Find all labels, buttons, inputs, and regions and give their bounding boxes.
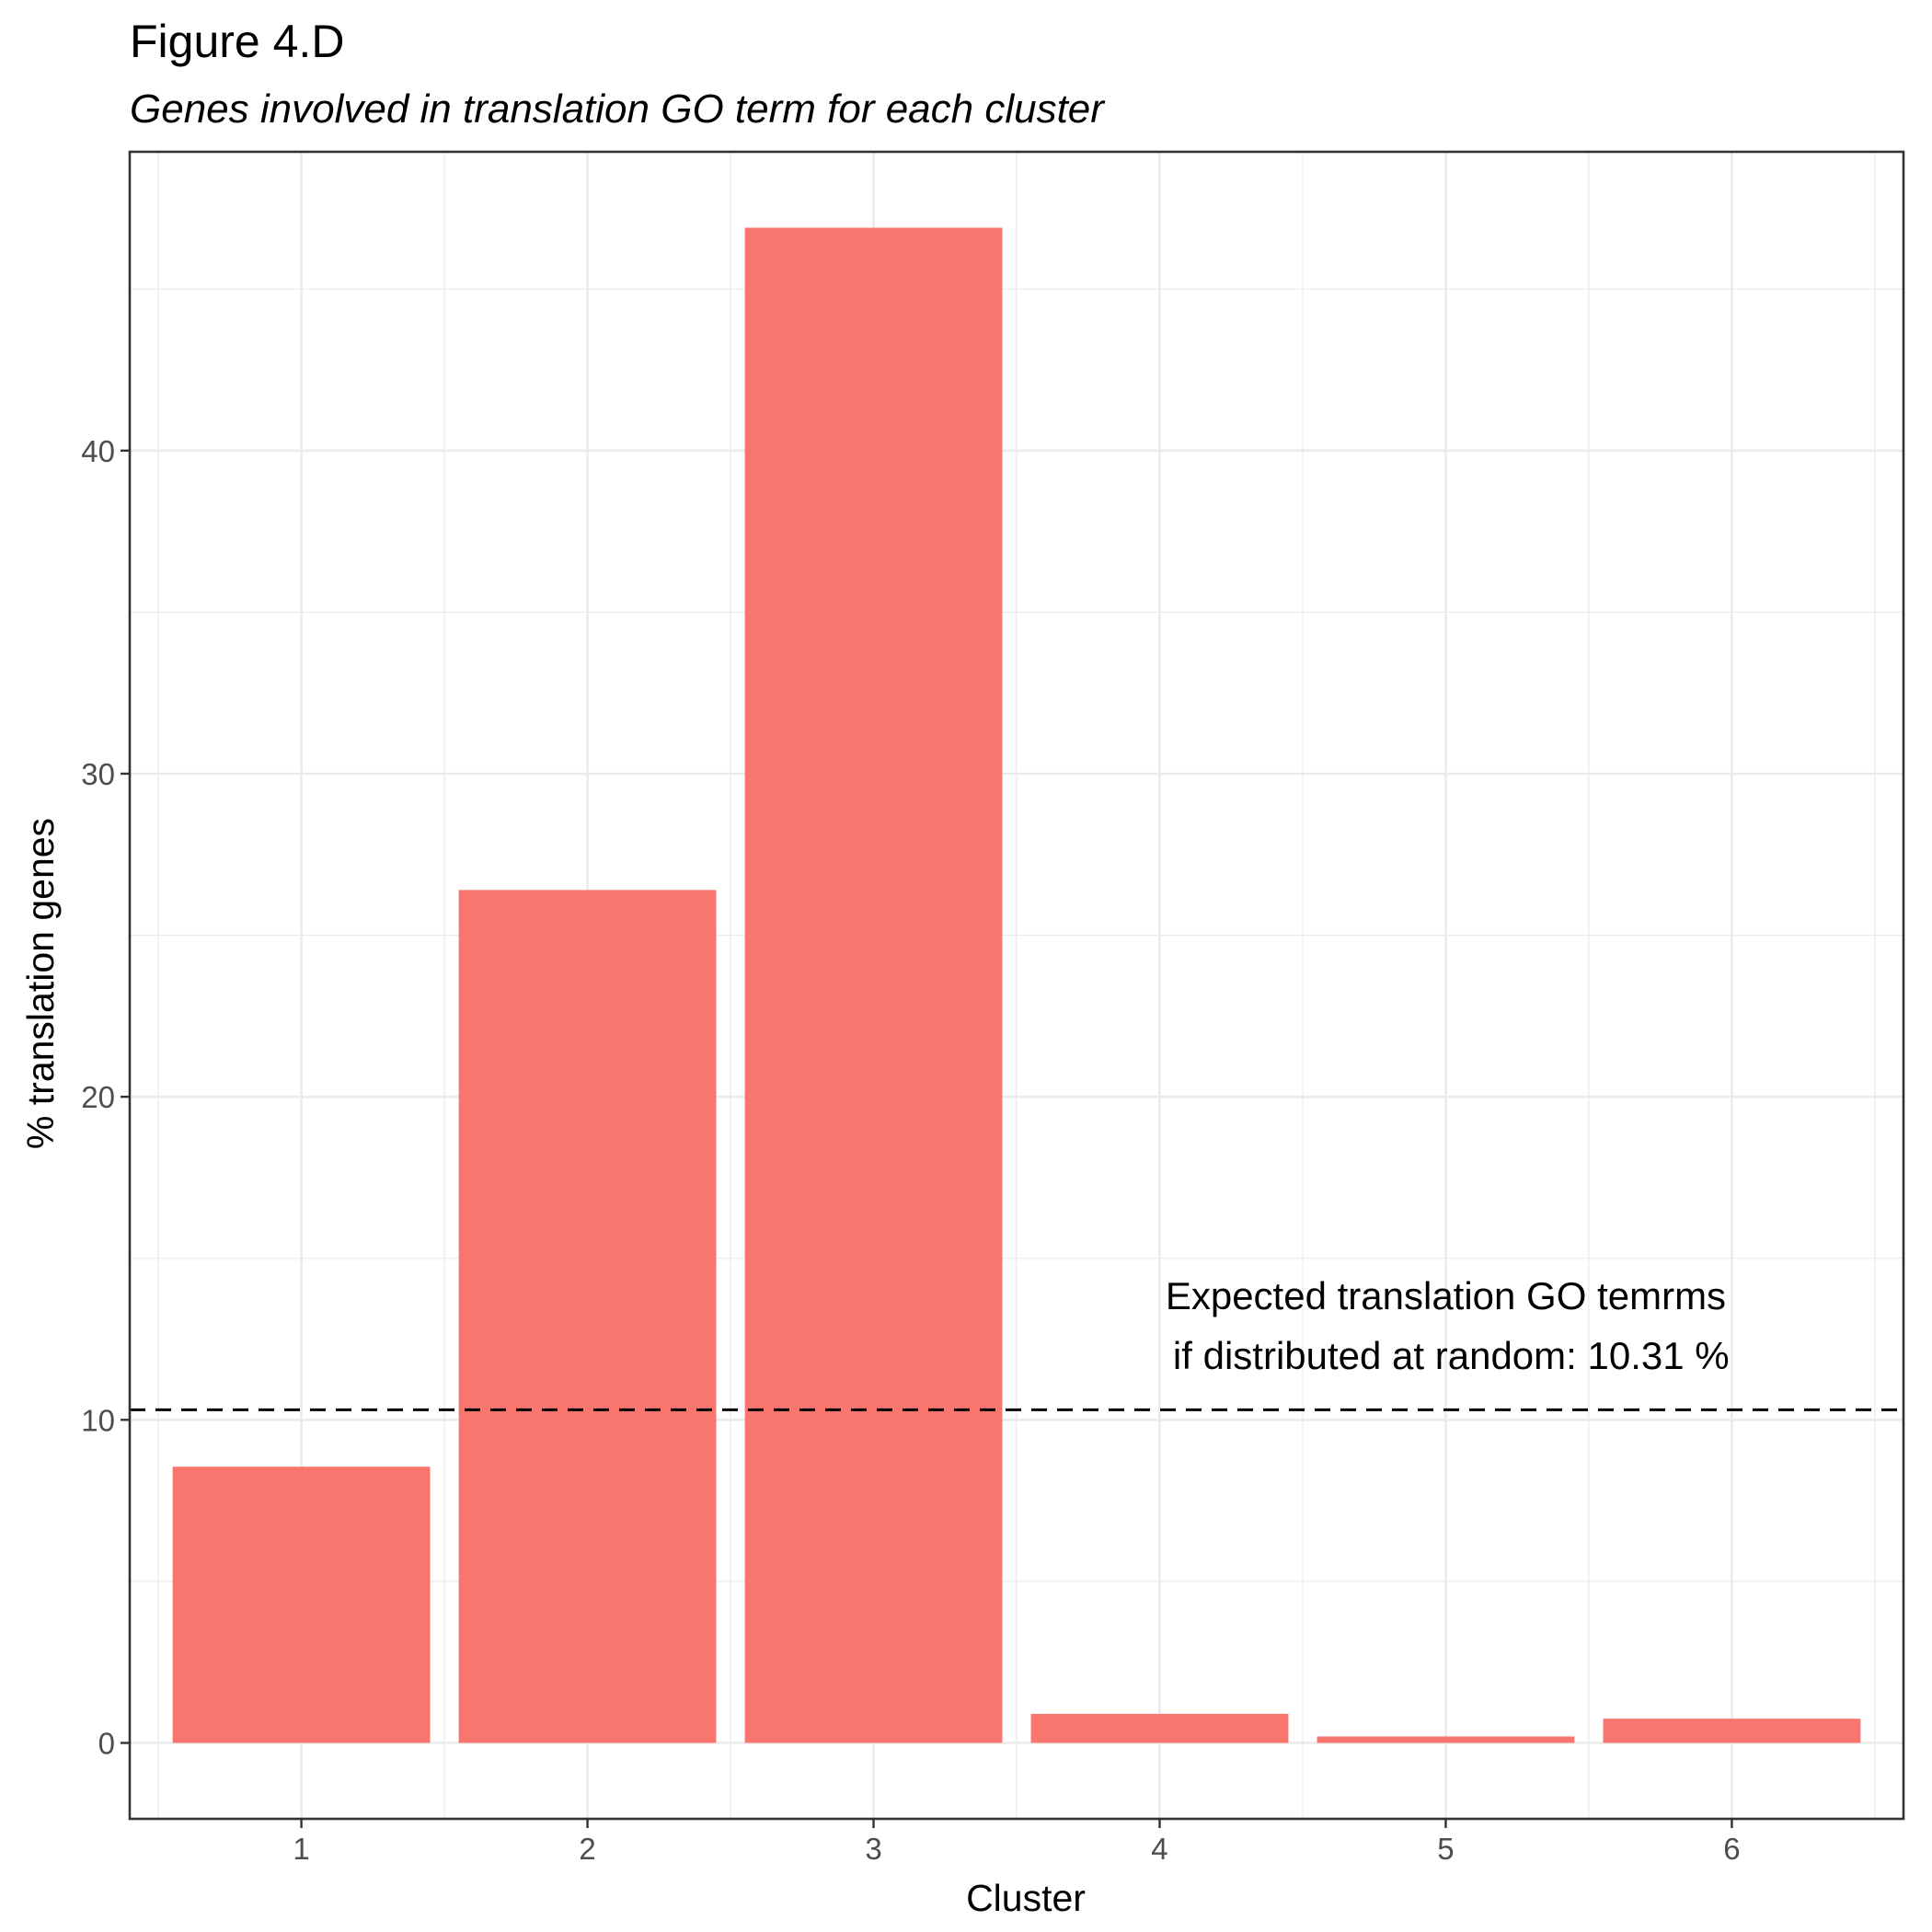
x-tick-label: 5: [1437, 1832, 1454, 1866]
x-tick-label: 3: [865, 1832, 881, 1866]
x-tick-label: 1: [293, 1832, 309, 1866]
y-tick-label: 10: [81, 1403, 115, 1437]
annotation-line-1: Expected translation GO temrms: [1166, 1274, 1726, 1317]
x-tick-label: 4: [1151, 1832, 1167, 1866]
bar-cluster-1: [172, 1466, 431, 1743]
bar-cluster-2: [458, 890, 717, 1743]
bar-cluster-3: [744, 227, 1003, 1743]
y-tick-label: 30: [81, 757, 115, 791]
x-tick-label: 2: [579, 1832, 595, 1866]
panel-border: [128, 150, 1905, 1821]
annotation-line-2: if distributed at random: 10.31 %: [1162, 1334, 1729, 1377]
plot-panel: Expected translation GO temrms if distri…: [81, 150, 1905, 1866]
y-tick-label: 0: [98, 1726, 115, 1760]
x-tick-label: 6: [1723, 1832, 1740, 1866]
y-axis-title: % translation genes: [19, 818, 62, 1149]
y-tick-label: 20: [81, 1080, 115, 1114]
bar-cluster-6: [1603, 1719, 1861, 1743]
bar-cluster-4: [1030, 1713, 1289, 1743]
x-axis-title: Cluster: [966, 1877, 1086, 1919]
chart-title: Figure 4.D: [130, 16, 344, 67]
y-tick-label: 40: [81, 434, 115, 468]
chart-subtitle: Genes involved in translation GO term fo…: [130, 86, 1106, 132]
bar-cluster-5: [1317, 1736, 1575, 1743]
